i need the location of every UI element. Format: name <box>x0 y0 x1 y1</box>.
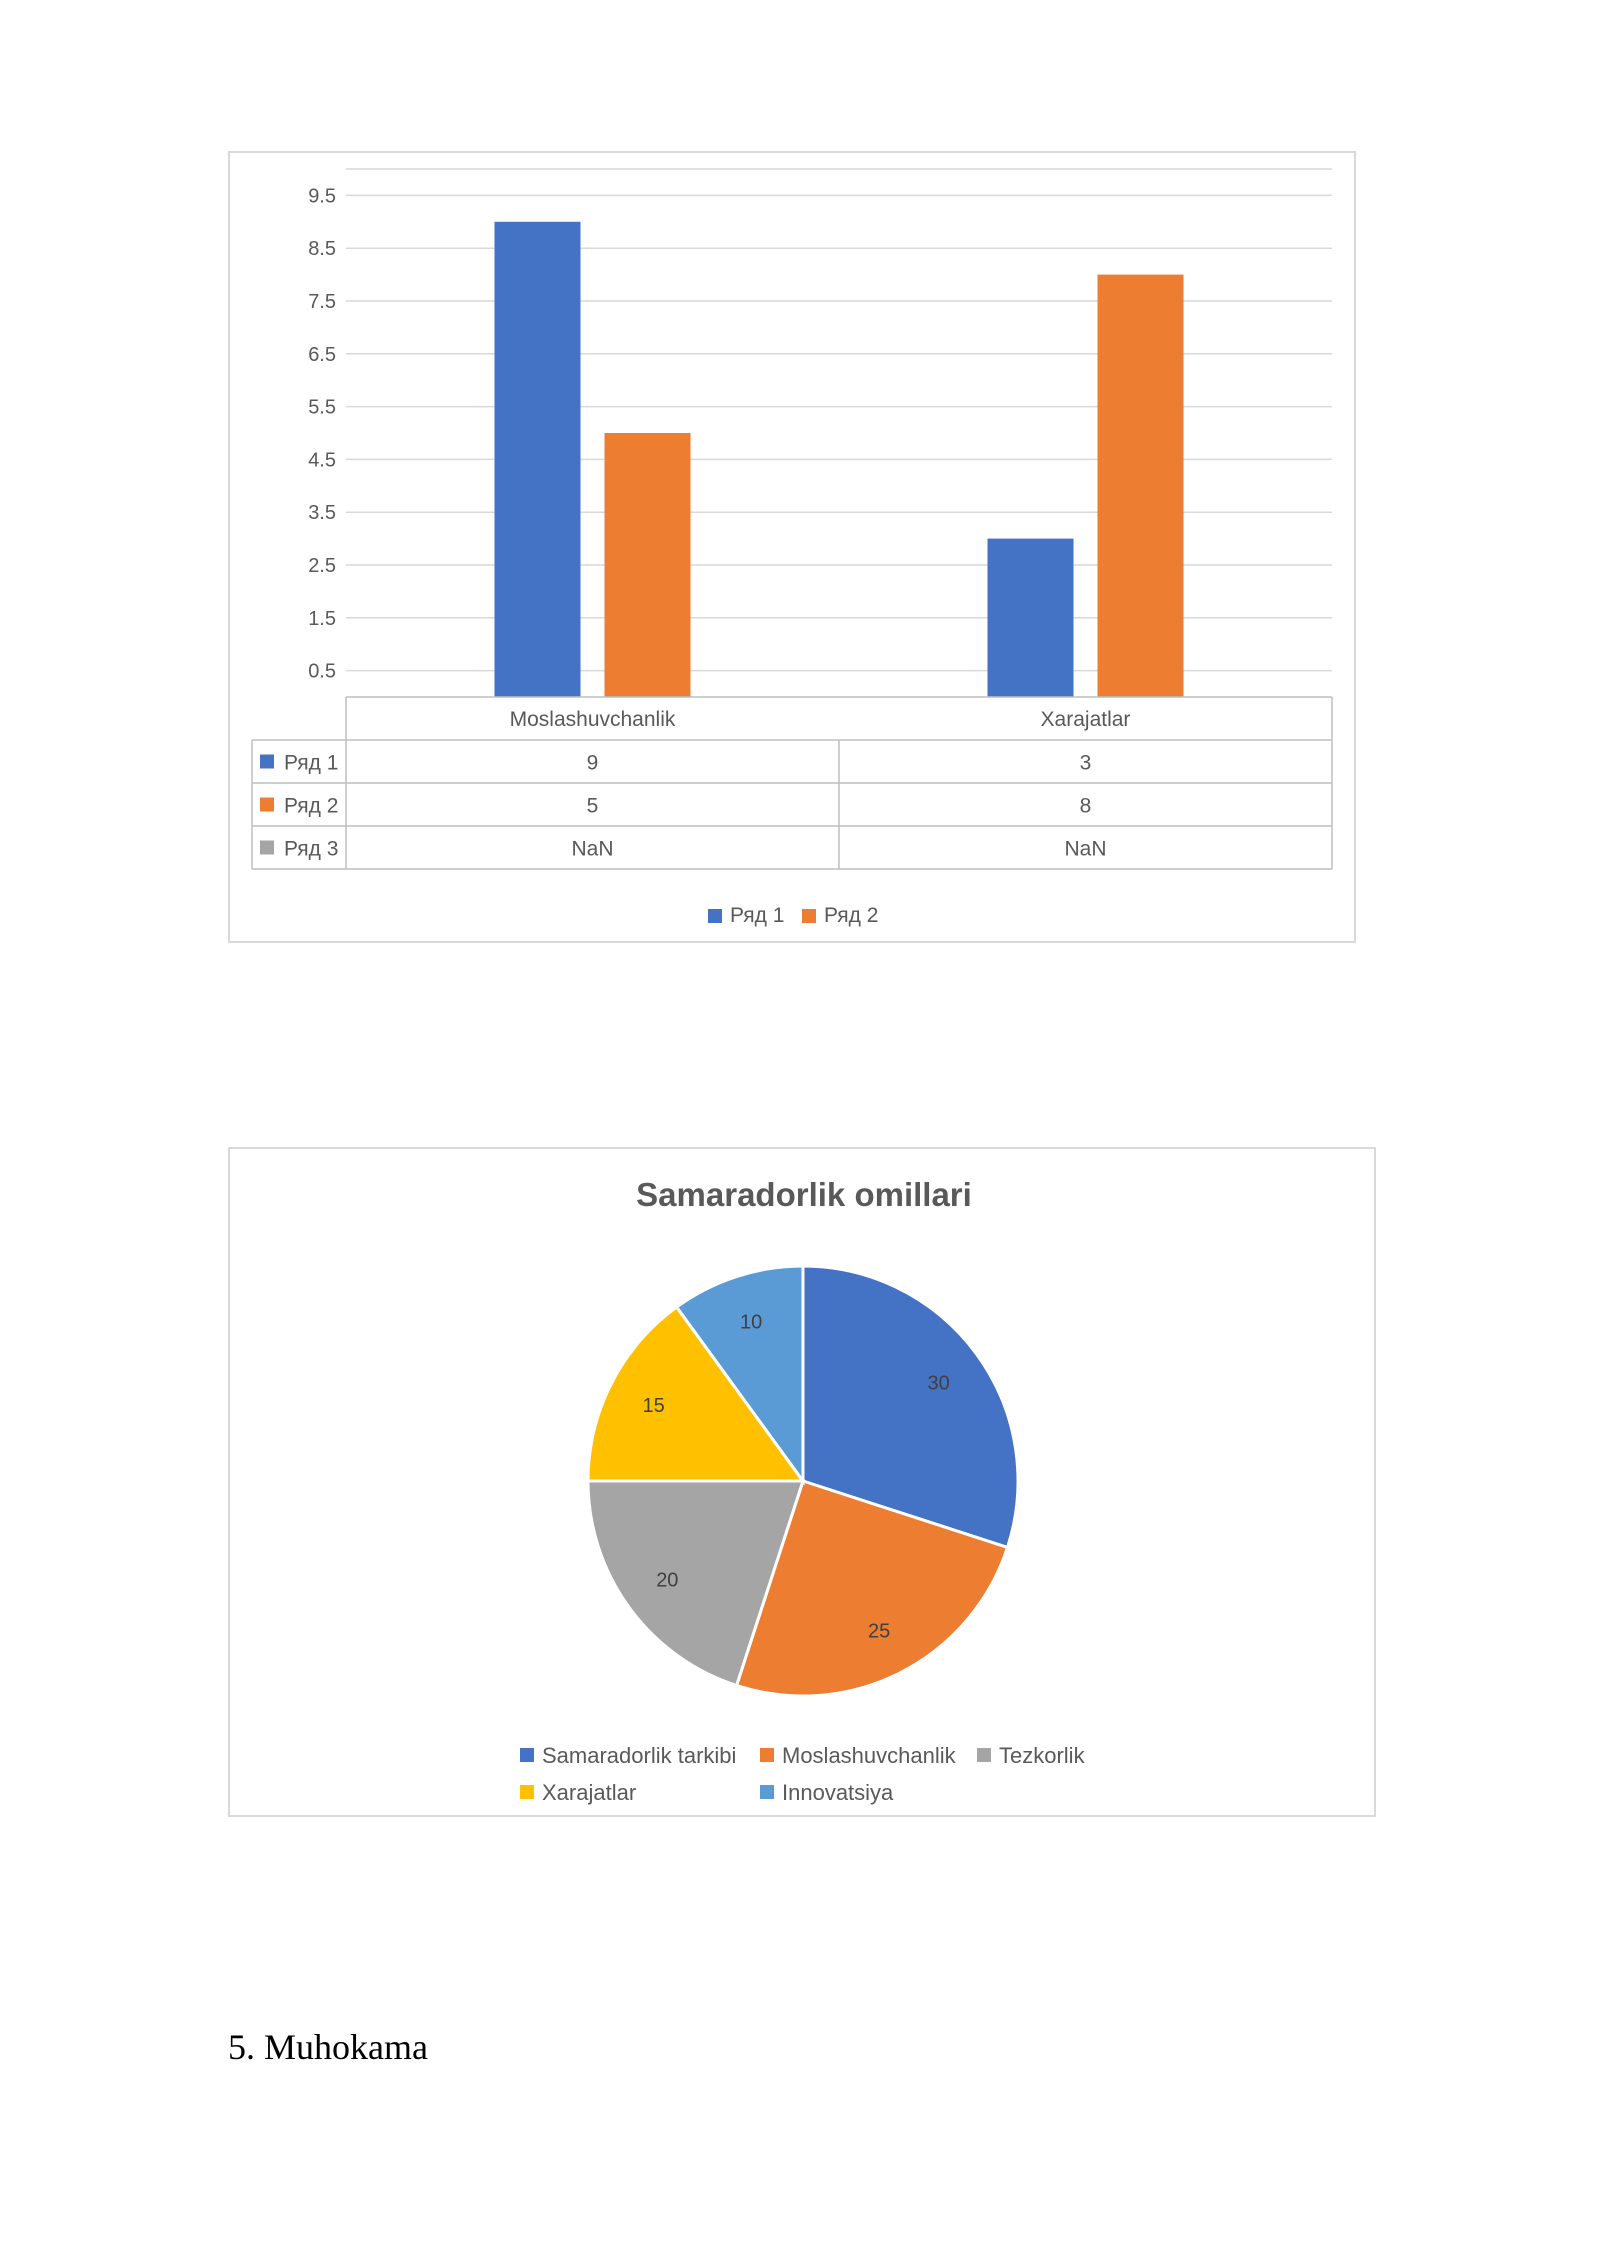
y-tick-label: 4.5 <box>308 449 336 471</box>
table-cell: NaN <box>571 838 613 861</box>
category-label: Moslashuvchanlik <box>510 708 676 731</box>
legend-key <box>760 1748 774 1762</box>
series-label: Ряд 1 <box>284 752 338 775</box>
bar <box>987 538 1074 697</box>
y-tick-label: 6.5 <box>308 344 336 366</box>
pie-value-label: 15 <box>642 1395 664 1417</box>
series-label: Ряд 2 <box>284 795 338 818</box>
table-cell: 8 <box>1080 795 1092 818</box>
pie-slice <box>734 1479 1010 1698</box>
legend-label: Tezkorlik <box>999 1743 1086 1768</box>
legend-label: Xarajatlar <box>542 1780 636 1805</box>
legend-key <box>802 909 816 923</box>
legend-label: Moslashuvchanlik <box>782 1743 957 1768</box>
pie-value-label: 30 <box>928 1372 950 1394</box>
y-tick-label: 1.5 <box>308 608 336 630</box>
bar <box>494 221 581 698</box>
pie-slice <box>801 1264 1020 1550</box>
y-tick-label: 9.5 <box>308 185 336 207</box>
pie-slice <box>586 1479 806 1688</box>
legend-key <box>708 909 722 923</box>
section-heading: 5. Muhokama <box>228 2027 428 2067</box>
pie-value-label: 25 <box>868 1620 890 1642</box>
pie-title: Samaradorlik omillari <box>636 1176 972 1213</box>
table-legend-key <box>260 840 274 855</box>
pie-chart: Samaradorlik omillari 30 25 20 15 10 Samarador… <box>228 1147 1376 1817</box>
table-legend-key <box>260 797 274 812</box>
legend-key <box>760 1785 774 1799</box>
y-tick-label: 8.5 <box>308 238 336 260</box>
legend-label: Ряд 2 <box>824 904 878 927</box>
legend-key <box>520 1748 534 1762</box>
pie-slice <box>586 1304 806 1483</box>
pie-chart-svg: Samaradorlik omillari 30 25 20 15 10 Samarador… <box>520 1176 1086 1805</box>
y-tick-label: 0.5 <box>308 661 336 683</box>
table-cell: 9 <box>587 752 599 775</box>
pie-value-label: 20 <box>656 1570 678 1592</box>
table-legend-key <box>260 754 274 769</box>
category-label: Xarajatlar <box>1041 708 1131 731</box>
bar-chart-svg: 9.5 8.5 7.5 6.5 5.5 4.5 3.5 2.5 1.5 0.5 Moslashuvc… <box>251 168 1333 927</box>
legend-label: Samaradorlik tarkibi <box>542 1743 736 1768</box>
y-tick-label: 7.5 <box>308 291 336 313</box>
legend-label: Innovatsiya <box>782 1780 894 1805</box>
legend-key <box>520 1785 534 1799</box>
y-tick-label: 2.5 <box>308 555 336 577</box>
bar <box>1097 274 1184 697</box>
y-tick-label: 3.5 <box>308 502 336 524</box>
pie-slice <box>674 1264 805 1486</box>
legend-label: Ряд 1 <box>730 904 784 927</box>
y-tick-label: 5.5 <box>308 397 336 419</box>
table-cell: 3 <box>1080 752 1092 775</box>
pie-value-label: 10 <box>740 1312 762 1334</box>
series-label: Ряд 3 <box>284 838 338 861</box>
table-cell: NaN <box>1064 838 1106 861</box>
bar <box>604 433 691 697</box>
bar-chart: 9.5 8.5 7.5 6.5 5.5 4.5 3.5 2.5 1.5 0.5 Moslashuvc… <box>228 151 1356 943</box>
legend-key <box>977 1748 991 1762</box>
table-cell: 5 <box>587 795 599 818</box>
